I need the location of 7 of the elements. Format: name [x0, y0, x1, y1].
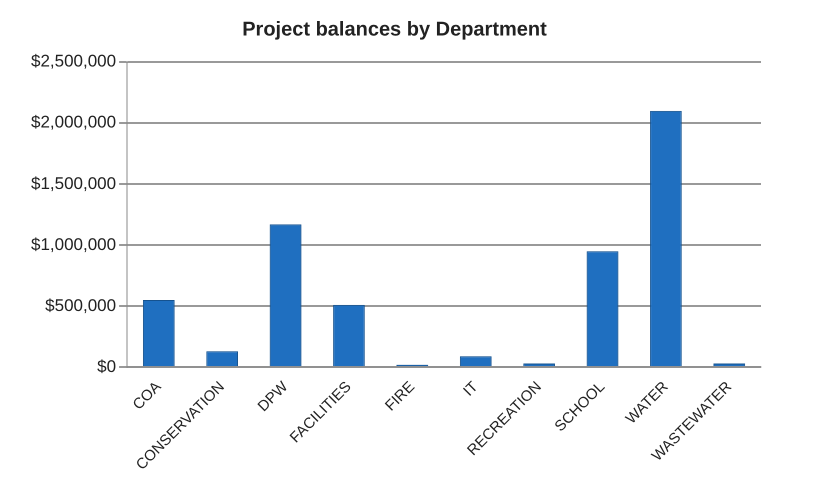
- y-tick-label: $500,000: [45, 296, 116, 315]
- chart-title: Project balances by Department: [242, 18, 548, 41]
- y-tick-label: $1,000,000: [30, 234, 116, 254]
- y-tick-label: $2,000,000: [30, 112, 116, 132]
- y-tick-label: $2,500,000: [30, 52, 116, 71]
- y-tick-label: $0: [97, 356, 116, 376]
- y-tick-label: $1,500,000: [30, 174, 116, 193]
